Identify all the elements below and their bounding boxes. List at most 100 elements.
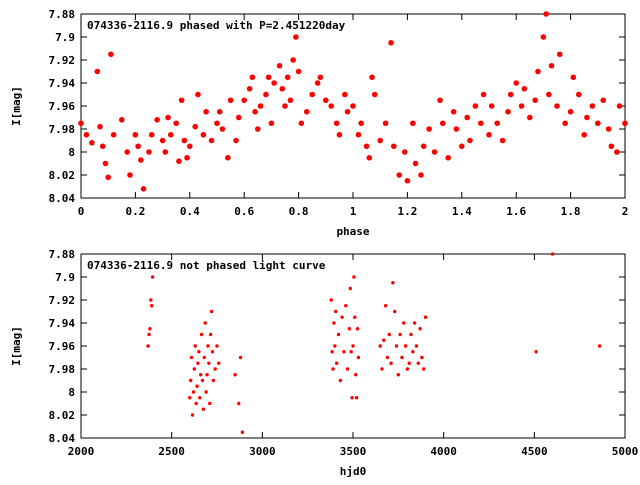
data-point <box>336 332 341 337</box>
data-point <box>352 275 356 279</box>
data-point <box>233 137 239 144</box>
data-point <box>349 350 353 354</box>
data-point <box>614 149 620 155</box>
data-point <box>556 51 563 58</box>
chart-title: 074336-2116.9 phased with P=2.451220day <box>87 19 346 32</box>
data-point <box>402 321 406 325</box>
data-point <box>405 367 410 371</box>
data-point <box>271 80 277 86</box>
data-point <box>173 120 179 127</box>
y-tick-label: 7.9 <box>55 271 75 284</box>
data-point <box>200 131 207 138</box>
data-point <box>554 103 560 109</box>
data-point <box>521 85 528 92</box>
data-point <box>347 327 352 331</box>
data-point <box>464 114 471 121</box>
data-point <box>546 91 552 98</box>
data-point <box>345 367 350 371</box>
data-point <box>190 413 195 417</box>
data-point <box>333 344 337 348</box>
data-point <box>195 91 201 98</box>
y-tick-label: 7.96 <box>49 100 76 113</box>
data-point <box>420 355 424 360</box>
data-point <box>201 407 206 411</box>
y-tick-label: 8 <box>68 146 75 159</box>
data-point <box>334 361 339 365</box>
data-point <box>199 332 204 337</box>
data-point <box>284 74 291 81</box>
data-point <box>78 120 84 127</box>
y-axis-label: I[mag] <box>10 86 23 126</box>
data-point <box>202 355 207 360</box>
data-point <box>366 154 373 161</box>
data-point <box>356 355 361 360</box>
data-point <box>198 396 202 400</box>
x-tick-label: 1.4 <box>452 205 472 218</box>
data-point <box>293 34 299 40</box>
x-tick-label: 2500 <box>158 445 185 458</box>
x-tick-label: 0 <box>78 205 85 218</box>
y-tick-label: 7.98 <box>49 363 76 376</box>
data-point <box>290 57 296 63</box>
data-point <box>219 126 226 132</box>
data-point <box>208 137 215 144</box>
data-point <box>330 350 334 354</box>
y-axis-ticks: 7.88 7.9 7.92 7.94 7.96 7.98 8 8.02 8.04 <box>49 8 625 205</box>
data-point <box>369 74 375 81</box>
data-point <box>385 355 390 360</box>
data-point <box>249 74 256 81</box>
data-point <box>400 355 404 360</box>
y-tick-label: 7.94 <box>49 317 76 330</box>
data-point <box>205 373 209 377</box>
data-point <box>197 350 201 354</box>
data-point <box>388 39 394 46</box>
data-point <box>154 117 160 123</box>
data-point <box>208 401 212 406</box>
data-point <box>410 120 416 127</box>
data-point <box>94 68 101 75</box>
data-point <box>235 114 242 121</box>
data-point <box>340 315 344 319</box>
data-point <box>543 11 549 17</box>
y-tick-label: 7.92 <box>49 294 76 307</box>
data-point <box>298 120 305 127</box>
data-point <box>499 137 506 144</box>
data-point <box>363 143 370 150</box>
data-point <box>295 68 302 75</box>
data-point <box>287 97 294 104</box>
data-point <box>472 103 479 109</box>
data-point <box>148 327 152 331</box>
data-point <box>407 361 411 365</box>
data-point <box>575 91 582 98</box>
data-point <box>338 378 343 383</box>
data-point <box>450 108 457 115</box>
data-point <box>336 131 343 138</box>
data-point <box>159 137 166 144</box>
data-point <box>314 80 321 86</box>
data-point <box>263 91 269 98</box>
data-point <box>233 373 237 377</box>
data-point <box>210 350 215 354</box>
data-point <box>138 157 144 163</box>
data-point <box>550 252 555 256</box>
data-point <box>488 103 495 109</box>
data-point <box>240 430 245 434</box>
data-point <box>198 373 203 377</box>
x-tick-label: 1.8 <box>561 205 581 218</box>
data-point <box>282 103 288 109</box>
data-point <box>426 126 432 132</box>
data-point <box>167 131 174 138</box>
data-point <box>225 154 231 161</box>
x-tick-label: 0.2 <box>125 205 145 218</box>
x-tick-label: 3500 <box>340 445 367 458</box>
x-axis-ticks: 0 0.2 0.4 0.6 0.8 1 1.2 1.4 1.6 1.8 2 <box>78 14 628 218</box>
data-point <box>192 123 199 130</box>
data-point <box>391 281 395 285</box>
data-point <box>416 361 420 365</box>
data-point <box>570 74 577 81</box>
data-point <box>486 131 492 138</box>
data-point <box>333 120 340 127</box>
data-point <box>268 120 275 127</box>
data-point <box>398 332 402 337</box>
